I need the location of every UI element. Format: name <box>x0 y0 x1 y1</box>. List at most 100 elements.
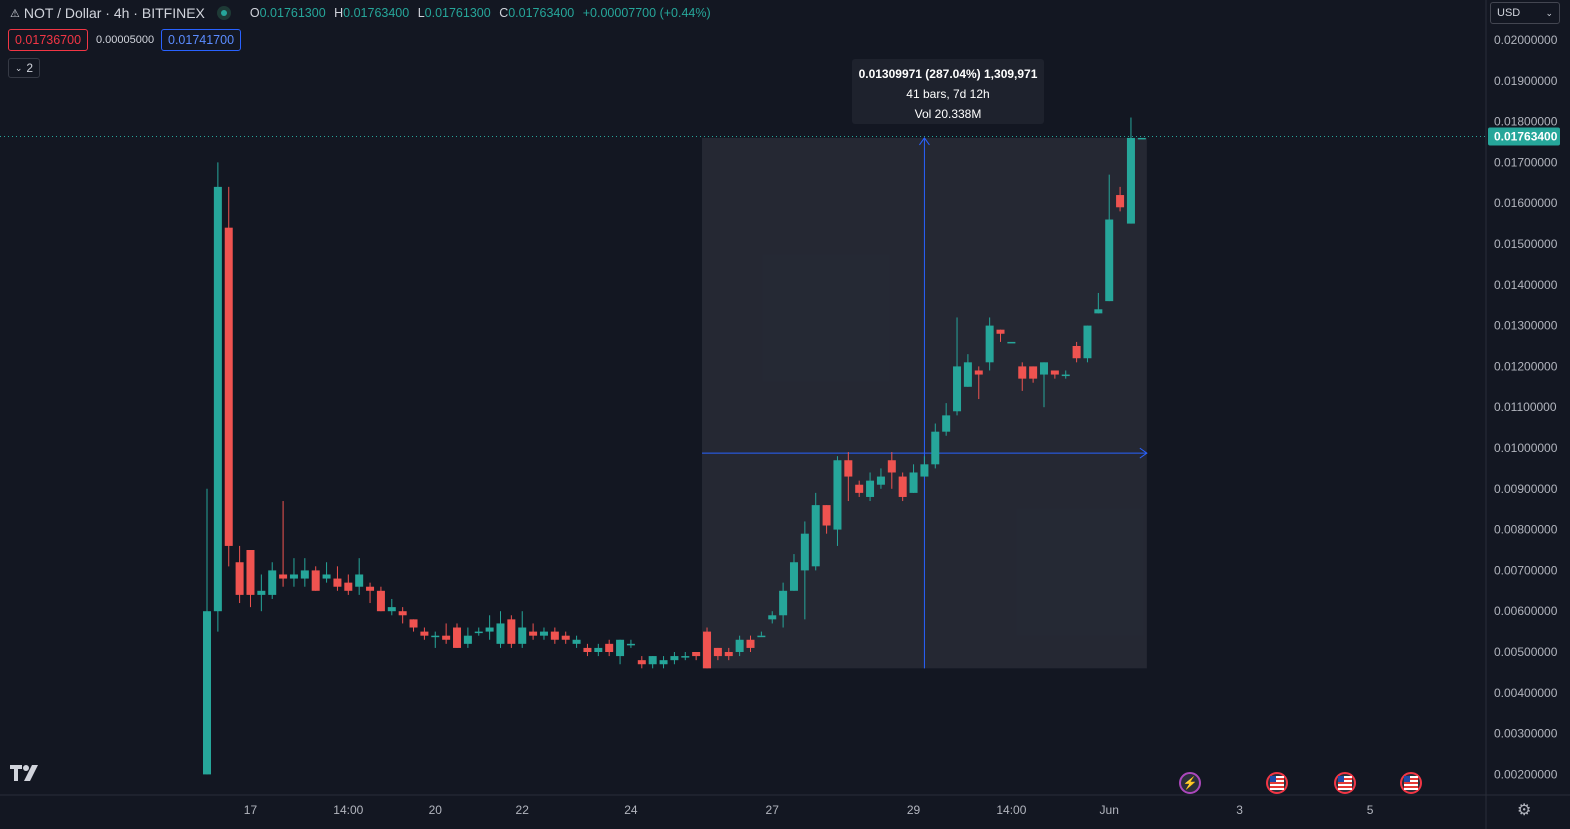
time-axis[interactable]: 17 14:00 20 22 24 27 29 14:00 Jun 3 5 <box>244 803 1374 817</box>
price-tick-label: 0.00700000 <box>1494 563 1558 577</box>
candle <box>387 598 396 616</box>
candle <box>659 656 668 669</box>
candle <box>1137 137 1146 140</box>
candle-body <box>529 631 538 636</box>
indicators-count: 2 <box>26 61 34 75</box>
candle-body <box>289 574 298 579</box>
measure-range-tool[interactable] <box>702 137 1148 669</box>
last-price-marker <box>1488 127 1560 146</box>
symbol-collapse-icon[interactable]: ⚠ <box>10 7 20 20</box>
us-flag-event-icon[interactable] <box>1266 772 1288 794</box>
candle-body <box>735 639 744 652</box>
candle-body <box>344 582 353 591</box>
candle <box>996 329 1005 342</box>
candle-body <box>855 484 864 493</box>
low-value: 0.01761300 <box>424 6 491 20</box>
candle-body <box>387 607 396 612</box>
candle <box>942 403 951 436</box>
candle <box>1061 370 1070 379</box>
candle-body <box>703 631 712 669</box>
candle <box>463 627 472 648</box>
candle <box>1116 186 1125 212</box>
candle-body <box>1018 366 1027 379</box>
price-tick-label: 0.01100000 <box>1494 400 1557 414</box>
candle-body <box>779 590 788 616</box>
candle-body <box>279 574 288 579</box>
flash-event-icon[interactable]: ⚡ <box>1179 772 1201 794</box>
candle-body <box>724 652 733 657</box>
candle <box>1039 362 1048 408</box>
candle-body <box>1039 362 1048 375</box>
candle-body <box>398 611 407 616</box>
candle-body <box>713 647 722 657</box>
candle <box>887 452 896 489</box>
candle-body <box>572 639 581 644</box>
candle <box>681 652 690 661</box>
tradingview-logo-icon[interactable] <box>10 765 40 786</box>
candle-body <box>300 570 309 579</box>
time-tick-label: 22 <box>516 803 530 817</box>
candle-body <box>409 619 418 628</box>
sell-button[interactable]: 0.01736700 <box>8 29 89 51</box>
candle-body <box>768 615 777 620</box>
candle <box>518 611 527 648</box>
candle-body <box>333 578 342 587</box>
candle-body <box>561 635 570 640</box>
candle-body <box>257 590 266 595</box>
candle <box>420 627 429 640</box>
time-tick-label: 14:00 <box>996 803 1026 817</box>
measure-up-arrow <box>919 137 930 146</box>
price-axis[interactable]: 0.02000000 0.01900000 0.01800000 0.01700000… <box>1488 33 1560 781</box>
candle <box>344 574 353 595</box>
us-flag-event-icon[interactable] <box>1334 772 1356 794</box>
us-flag-event-icon[interactable] <box>1400 772 1422 794</box>
candle <box>985 317 994 371</box>
candle <box>789 554 798 591</box>
candle-body <box>463 635 472 644</box>
symbol-title[interactable]: NOT / Dollar · 4h · BITFINEX <box>23 5 205 21</box>
candle <box>953 317 962 416</box>
market-status-icon[interactable] <box>216 6 231 20</box>
buy-button[interactable]: 0.01741700 <box>161 29 242 51</box>
candle-body <box>757 635 766 638</box>
candle-body <box>822 505 831 526</box>
high-value: 0.01763400 <box>343 6 410 20</box>
price-tick-label: 0.00900000 <box>1494 482 1558 496</box>
candle <box>311 566 320 591</box>
candle <box>539 627 548 640</box>
candle <box>431 631 440 648</box>
candle <box>1029 366 1038 383</box>
currency-value: USD <box>1497 7 1521 19</box>
chevron-down-icon: ⌄ <box>1545 8 1553 18</box>
candle <box>605 639 614 657</box>
candle <box>474 627 483 636</box>
candle <box>1050 370 1059 379</box>
measure-change: 0.01309971 (287.04%) 1,309,971 <box>858 67 1038 81</box>
candle-body <box>539 631 548 636</box>
candle <box>268 562 277 599</box>
symbol-legend: ⚠ NOT / Dollar · 4h · BITFINEX O0.017613… <box>10 4 711 22</box>
candle <box>409 619 418 632</box>
indicators-toggle-button[interactable]: ⌄ 2 <box>8 58 40 78</box>
price-tick-label: 0.01600000 <box>1494 196 1558 210</box>
candle-body <box>985 325 994 363</box>
spread-value: 0.00005000 <box>96 34 155 46</box>
candle-body <box>909 472 918 493</box>
candle-body <box>1072 346 1081 359</box>
candle-body <box>518 627 527 644</box>
candle-body <box>1126 137 1135 224</box>
candle-body <box>648 656 657 665</box>
candle <box>442 623 451 644</box>
price-tick-label: 0.00300000 <box>1494 727 1558 741</box>
candle <box>257 574 266 612</box>
candle-body <box>920 464 929 477</box>
close-value: 0.01763400 <box>508 6 575 20</box>
candle <box>713 647 722 661</box>
candle-body <box>953 366 962 412</box>
candles-group <box>203 117 1146 775</box>
candle <box>529 623 538 640</box>
time-tick-label: 29 <box>907 803 921 817</box>
gear-icon[interactable]: ⚙ <box>1517 802 1532 819</box>
currency-select[interactable]: USD ⌄ <box>1490 2 1560 24</box>
